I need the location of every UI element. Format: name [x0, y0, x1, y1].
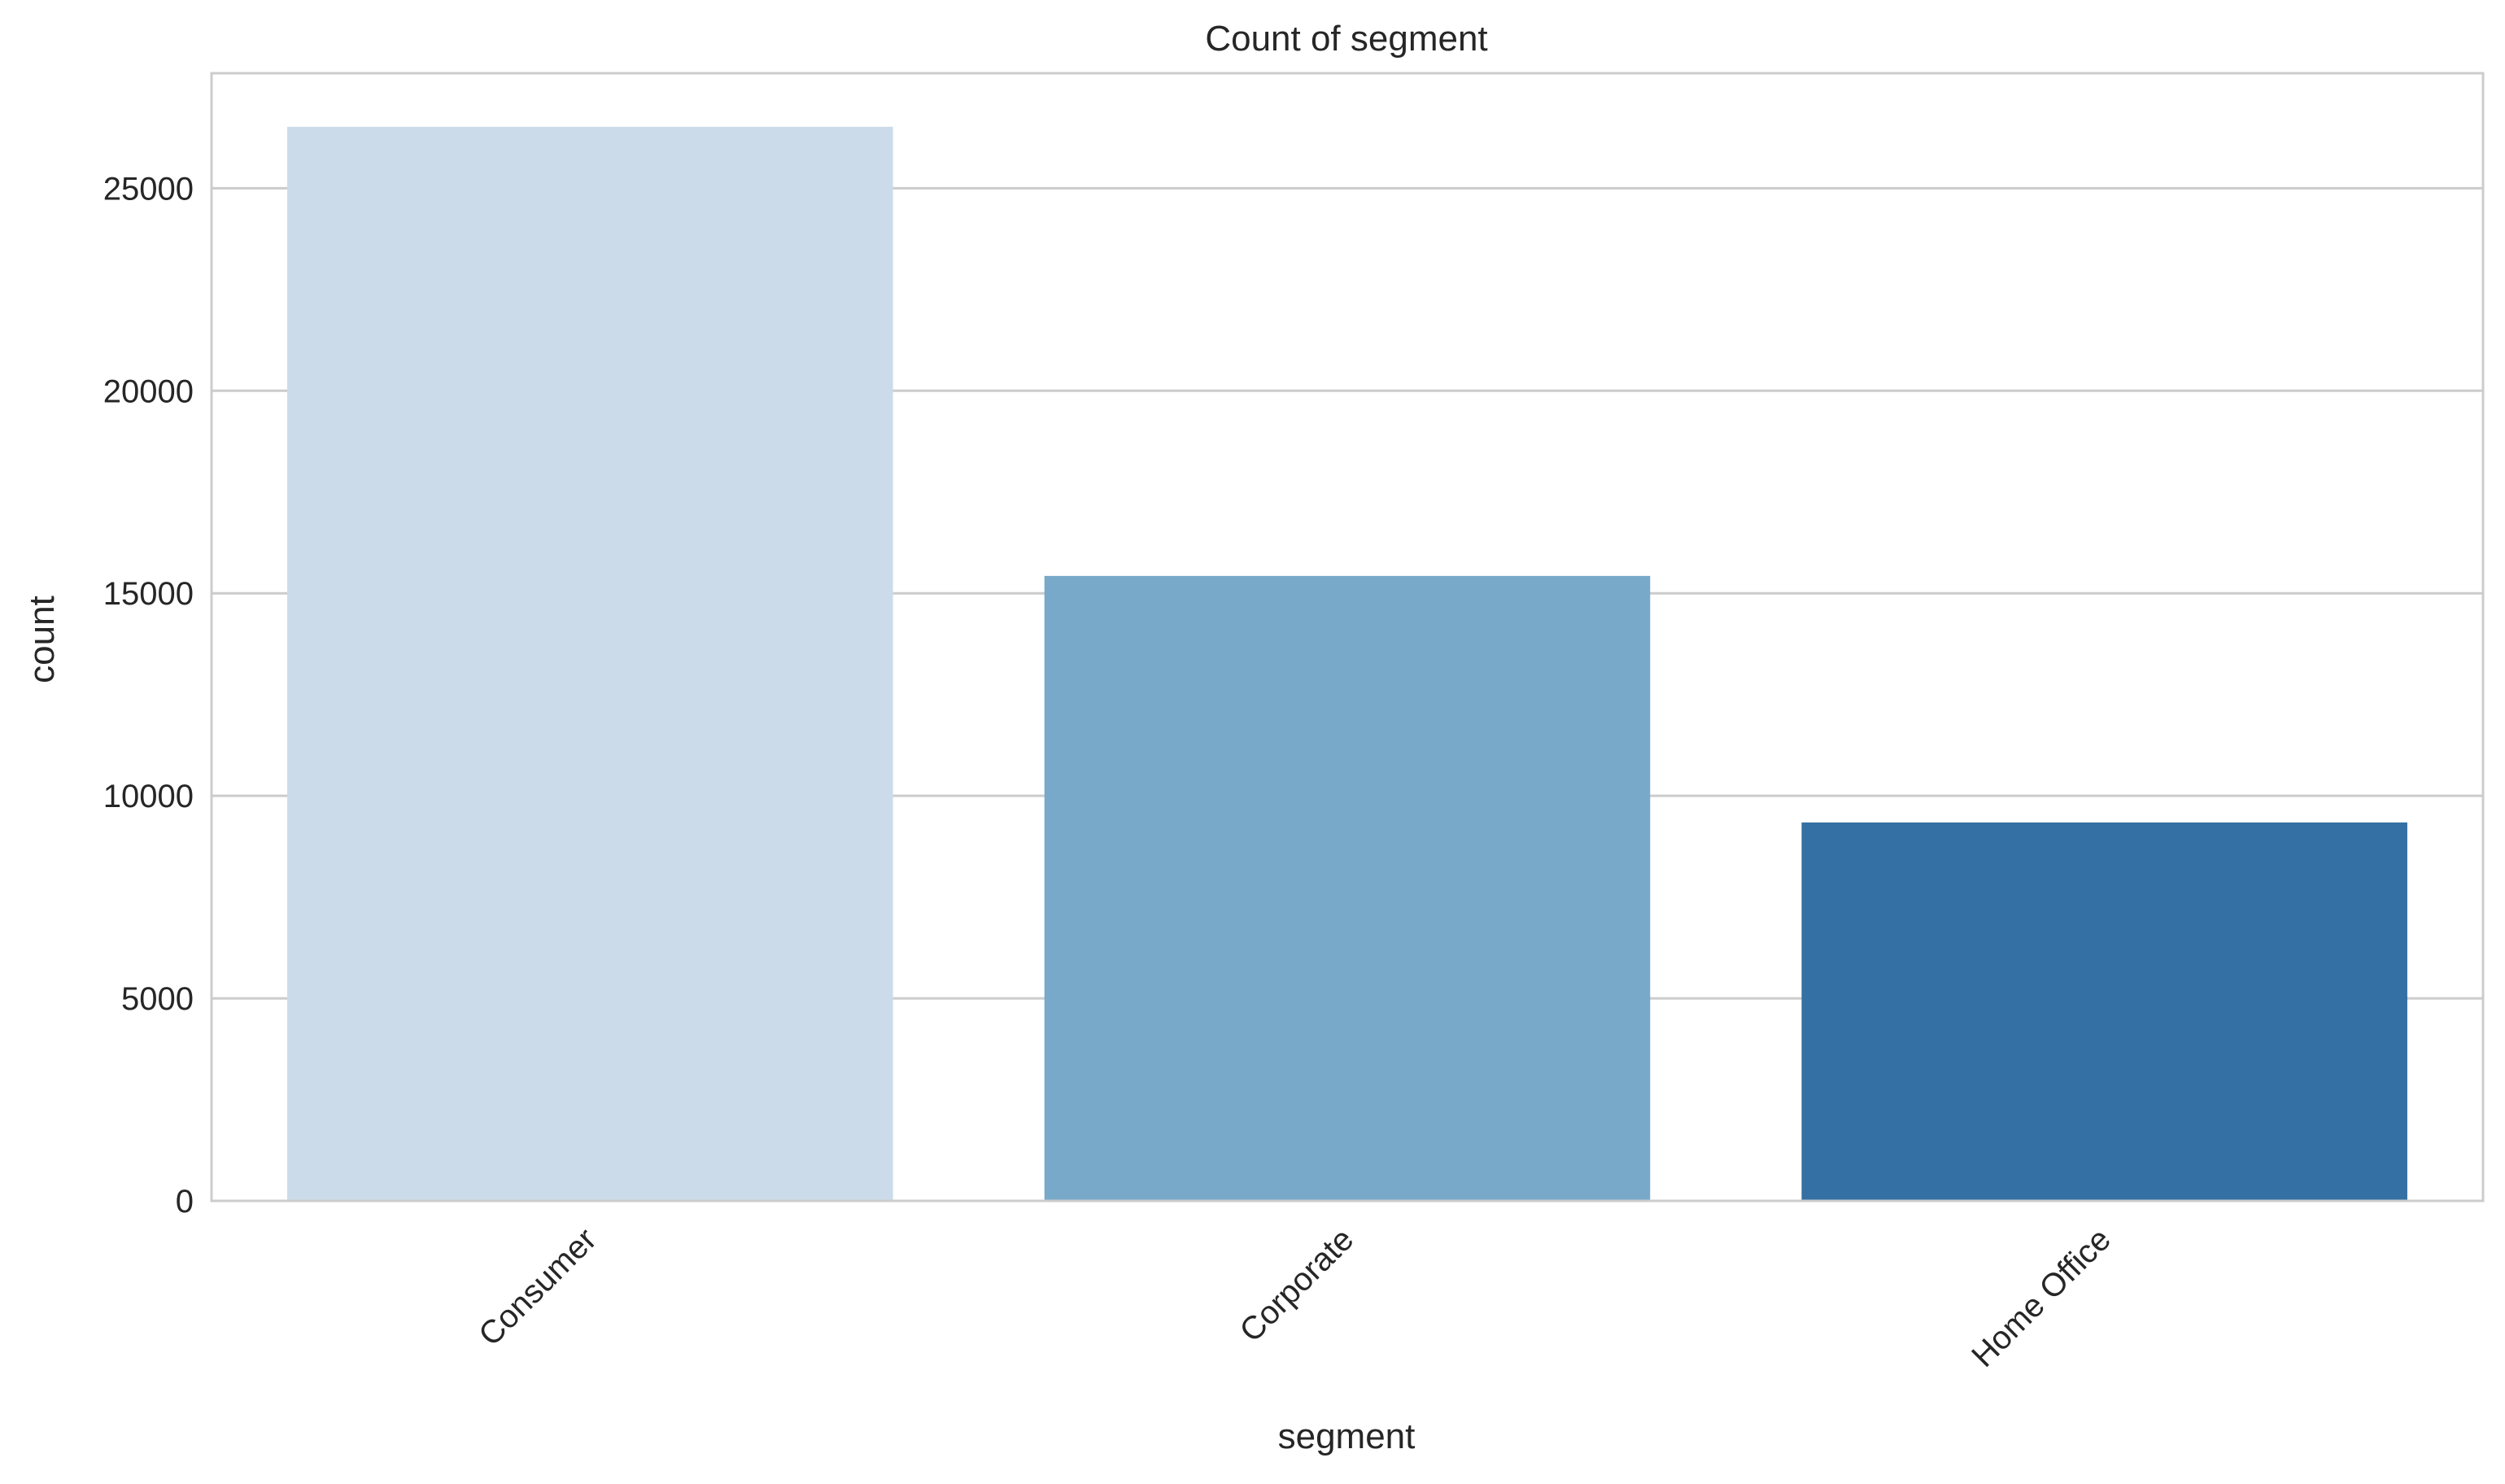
x-tick-label: Corporate [1233, 1221, 1360, 1349]
x-tick-labels: Consumer Corporate Home Office [472, 1221, 2118, 1374]
bar-consumer [287, 126, 893, 1202]
x-tick-label: Consumer [472, 1221, 604, 1353]
y-tick-label: 5000 [121, 981, 194, 1017]
x-tick-label: Home Office [1965, 1221, 2118, 1374]
bar-home-office [1801, 822, 2407, 1201]
y-axis-label: count [22, 596, 62, 683]
y-tick-label: 0 [176, 1184, 194, 1220]
chart-title: Count of segment [1205, 19, 1487, 59]
y-tick-label: 10000 [103, 779, 194, 814]
y-tick-label: 25000 [103, 171, 194, 207]
y-tick-labels: 0 5000 10000 15000 20000 25000 [103, 171, 194, 1220]
y-tick-label: 15000 [103, 576, 194, 612]
bars [287, 126, 2407, 1202]
x-axis-label: segment [1278, 1416, 1416, 1456]
bar-corporate [1044, 575, 1651, 1201]
axes-frame [210, 72, 2485, 1202]
plot-frame [210, 72, 2485, 1202]
y-tick-label: 20000 [103, 373, 194, 409]
